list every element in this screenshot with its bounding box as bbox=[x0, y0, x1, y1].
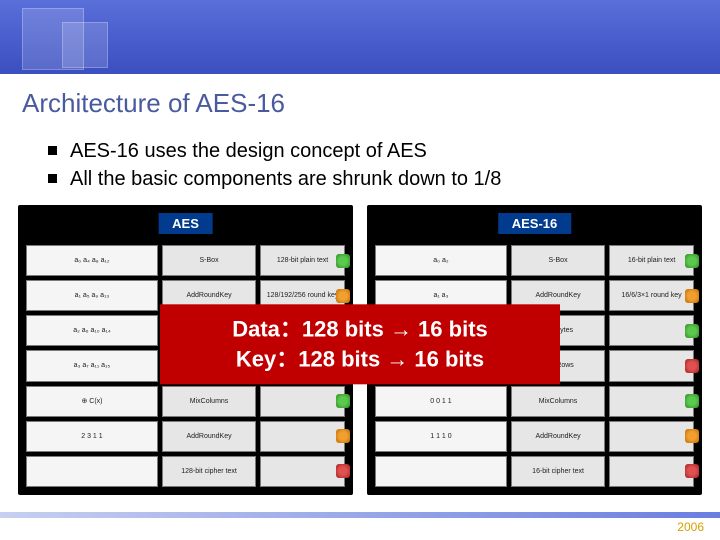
matrix-cell: 2 3 1 1 bbox=[26, 421, 158, 452]
footer-bar bbox=[0, 512, 720, 518]
puzzle-cell bbox=[609, 350, 694, 381]
matrix-cell bbox=[26, 456, 158, 487]
roundkey-cell: 16/6/3×1 round key bbox=[609, 280, 694, 311]
matrix-cell: a₀ a₄ a₈ a₁₂ bbox=[26, 245, 158, 276]
aes-tag: AES bbox=[158, 213, 213, 234]
puzzle-cell bbox=[609, 421, 694, 452]
matrix-cell bbox=[375, 456, 507, 487]
matrix-cell: a₁ a₅ a₉ a₁₃ bbox=[26, 280, 158, 311]
puzzle-cell bbox=[260, 421, 345, 452]
cipher-cell: 16-bit cipher text bbox=[511, 456, 605, 487]
overlay-line2: Key：128 bits → 16 bits bbox=[178, 344, 542, 374]
sbox-cell: S-Box bbox=[511, 245, 605, 276]
bullet-list: AES-16 uses the design concept of AES Al… bbox=[0, 119, 720, 193]
plain-cell: 16-bit plain text bbox=[609, 245, 694, 276]
bullet-item: AES-16 uses the design concept of AES bbox=[48, 137, 720, 165]
mixcols-cell: MixColumns bbox=[511, 386, 605, 417]
matrix-cell: 1 1 1 0 bbox=[375, 421, 507, 452]
plain-cell: 128-bit plain text bbox=[260, 245, 345, 276]
puzzle-cell bbox=[609, 386, 694, 417]
puzzle-cell bbox=[260, 386, 345, 417]
mixcols-cell: MixColumns bbox=[162, 386, 256, 417]
puzzle-cell bbox=[260, 456, 345, 487]
overlay-line1: Data：128 bits → 16 bits bbox=[178, 315, 542, 345]
matrix-cell: ⊕ C(x) bbox=[26, 386, 158, 417]
matrix-cell: a₂ a₆ a₁₀ a₁₄ bbox=[26, 315, 158, 346]
bullet-item: All the basic components are shrunk down… bbox=[48, 165, 720, 193]
sbox-cell: S-Box bbox=[162, 245, 256, 276]
matrix-cell: a₀ a₂ bbox=[375, 245, 507, 276]
puzzle-cell bbox=[609, 456, 694, 487]
overlay-box: Data：128 bits → 16 bits Key：128 bits → 1… bbox=[160, 305, 560, 384]
footer-date: 2006 bbox=[677, 520, 704, 534]
diagram-area: AES a₀ a₄ a₈ a₁₂ S-Box 128-bit plain tex… bbox=[18, 205, 702, 495]
ark2-cell: AddRoundKey bbox=[162, 421, 256, 452]
matrix-cell: a₃ a₇ a₁₁ a₁₅ bbox=[26, 350, 158, 381]
puzzle-cell bbox=[609, 315, 694, 346]
matrix-cell: 0 0 1 1 bbox=[375, 386, 507, 417]
aes16-tag: AES-16 bbox=[498, 213, 572, 234]
slide-title: Architecture of AES-16 bbox=[0, 74, 720, 119]
ark2-cell: AddRoundKey bbox=[511, 421, 605, 452]
cipher-cell: 128-bit cipher text bbox=[162, 456, 256, 487]
header-band bbox=[0, 0, 720, 74]
